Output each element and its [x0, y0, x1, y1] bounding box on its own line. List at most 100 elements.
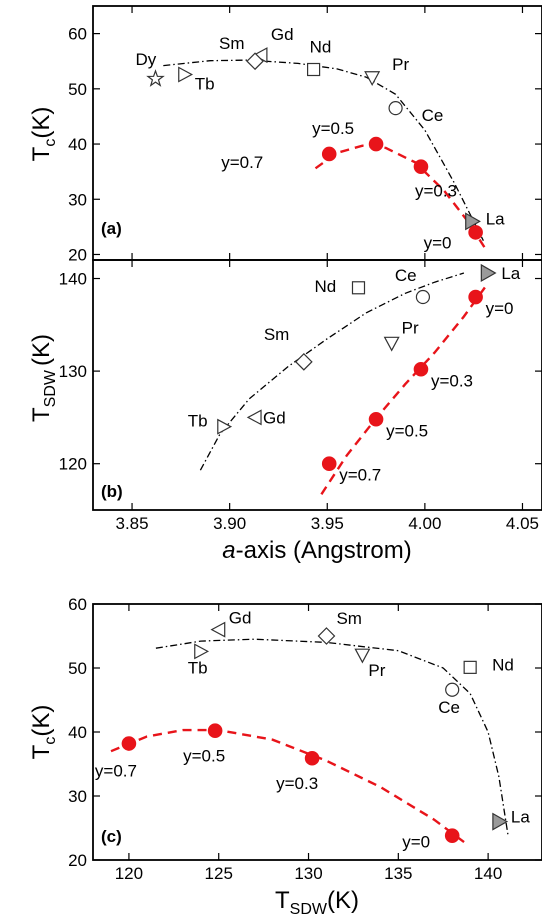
panel-b-point-nd: [351, 281, 366, 295]
panel-c-xlabel: TSDW(K): [275, 887, 359, 918]
panel-a-ytick-label: 30: [68, 190, 87, 209]
panel-b-label-sm: Sm: [264, 325, 290, 344]
panel-a-point-tb: [178, 66, 194, 83]
panel-a-ylabel-unit: (K): [28, 107, 55, 139]
panel-b-label-ce: Ce: [395, 266, 417, 285]
panel-c: (c) Tc(K) TSDW(K) 120 125 130 135 1402030405…: [28, 595, 542, 918]
panel-c-point-nd: [463, 660, 477, 674]
panel-c-label-gd: Gd: [229, 609, 252, 628]
panel-b-red-label-y-0: y=0: [486, 299, 514, 318]
panel-a-ytick-label: 50: [68, 80, 87, 99]
panel-b-fits: [199, 272, 489, 495]
panel-a-red-point-y-0-5: [368, 136, 384, 152]
panel-a-point-pr: [364, 71, 381, 87]
panel-c-fits: [110, 638, 509, 845]
panel-a-red-label-y-0-3: y=0.3: [415, 182, 457, 201]
panel-c-point-tb: [194, 643, 210, 660]
panel-c-point-pr: [354, 648, 371, 664]
panel-c-red-point-y-0-7: [121, 736, 137, 751]
panel-a-red-label-y-0-7: y=0.7: [221, 153, 263, 172]
panel-b-red-point-y-0-3: [413, 361, 429, 377]
panel-a: (a) Tc(K) 20 30 40 50 60 Dy Tb Gd Sm Nd Pr Ce La y=0…: [28, 5, 542, 264]
panel-b-xtick-label: 4.00: [408, 514, 441, 533]
panel-a-ticks: 20 30 40 50 60: [68, 6, 542, 264]
panel-c-point-la: [492, 812, 509, 831]
panel-b-point-gd: [246, 409, 262, 426]
panel-c-xtick-label: 125: [205, 864, 233, 883]
panel-a-label-pr: Pr: [392, 55, 409, 74]
panel-b-label-pr: Pr: [402, 318, 419, 337]
panel-a-label: (a): [101, 219, 122, 238]
panel-b-point-tb: [217, 418, 233, 435]
panel-c-xtick-label: 120: [115, 864, 143, 883]
panel-c-red-label-y-0-7: y=0.7: [95, 762, 137, 781]
panel-b-red-point-y-0: [468, 289, 483, 305]
panel-b-ylabel-sub: SDW: [42, 369, 59, 407]
panel-b-xlabel: a-axis (Angstrom): [222, 537, 411, 564]
panel-b-points: Nd Ce Pr Sm Tb Gd La y=0 y=0.3 y=0.5 y=0.7: [188, 263, 521, 485]
panel-c-label-tb: Tb: [188, 658, 208, 677]
panel-c-point-ce: [445, 682, 460, 697]
panel-b-point-sm: [294, 353, 313, 371]
panel-b-ytick-label: 140: [59, 270, 87, 289]
panel-b-point-ce: [415, 289, 431, 305]
panel-b-xtick-label: 3.90: [213, 514, 246, 533]
panel-a-ytick-label: 60: [68, 25, 87, 44]
panel-a-ytick-label: 20: [68, 245, 87, 264]
panel-c-xlabel-main: T: [275, 887, 290, 914]
panel-c-ytick-label: 30: [68, 787, 87, 806]
panel-b-red-label-y-0-7: y=0.7: [339, 466, 381, 485]
panel-b-red-label-y-0-5: y=0.5: [386, 421, 428, 440]
panel-a-point-ce: [388, 101, 403, 116]
panel-b-ytick-label: 130: [59, 362, 87, 381]
panel-b-ylabel-main: T: [28, 407, 55, 422]
panel-b-label-nd: Nd: [314, 277, 336, 296]
panel-a-red-point-y-0-7: [321, 146, 337, 162]
panel-c-xtick-label: 130: [294, 864, 322, 883]
panel-a-label-gd: Gd: [271, 25, 294, 44]
panel-c-red-fit-curve: [110, 728, 468, 845]
panel-a-point-dy: [146, 69, 165, 87]
panel-a-red-fit-curve: [314, 144, 489, 253]
panel-a-ylabel-sub: c: [42, 139, 59, 147]
panel-c-ytick-label: 20: [68, 851, 87, 870]
panel-c-red-label-y-0: y=0: [402, 833, 430, 852]
panel-a-red-label-y-0-5: y=0.5: [312, 119, 354, 138]
panel-c-ticks: 120 125 130 135 140 20 30 40 50 60: [68, 595, 542, 883]
panel-c-ylabel: Tc(K): [28, 705, 59, 760]
panel-b-label-tb: Tb: [188, 412, 208, 431]
panel-b-xtick-label: 3.95: [311, 514, 344, 533]
panel-c-ytick-label: 40: [68, 723, 87, 742]
panel-b-label: (b): [101, 482, 123, 501]
panel-b-black-fit-curve: [199, 272, 465, 471]
panel-b-point-la: [480, 263, 497, 282]
panel-c-label-la: La: [511, 808, 530, 827]
panel-a-red-point-y-0: [468, 225, 483, 240]
panel-c-ylabel-main: T: [28, 744, 55, 759]
panel-c-label-pr: Pr: [368, 661, 385, 680]
panel-c-red-label-y-0-5: y=0.5: [183, 747, 225, 766]
panel-c-ytick-label: 50: [68, 659, 87, 678]
panel-b-xtick-label: 4.05: [506, 514, 539, 533]
panel-c-point-gd: [210, 621, 226, 638]
panel-a-fits: [163, 59, 489, 253]
panel-b-xlabel-italic: a: [222, 537, 235, 564]
panel-c-red-point-y-0-5: [207, 723, 223, 739]
panel-b-ytick-label: 120: [59, 455, 87, 474]
panel-a-point-sm: [246, 52, 264, 71]
panel-c-ylabel-sub: c: [42, 737, 59, 745]
panel-a-red-label-y-0: y=0: [424, 233, 452, 252]
panel-b-point-pr: [383, 336, 400, 352]
panel-c-xtick-label: 140: [474, 864, 502, 883]
panel-a-ylabel-main: T: [28, 146, 55, 161]
panel-a-red-point-y-0-3: [413, 159, 429, 174]
panel-b-ylabel: TSDW (K): [28, 334, 59, 422]
panel-a-points: Dy Tb Gd Sm Nd Pr Ce La y=0.7 y=0.5 y=0.3 y=0: [135, 25, 505, 252]
panel-b-xtick-label: 3.85: [115, 514, 148, 533]
panel-a-point-la: [465, 212, 481, 231]
panel-c-xlabel-unit: (K): [327, 887, 359, 914]
panel-c-ytick-label: 60: [68, 595, 87, 614]
panel-c-red-point-y-0: [444, 828, 460, 843]
panel-c-label: (c): [101, 827, 122, 846]
